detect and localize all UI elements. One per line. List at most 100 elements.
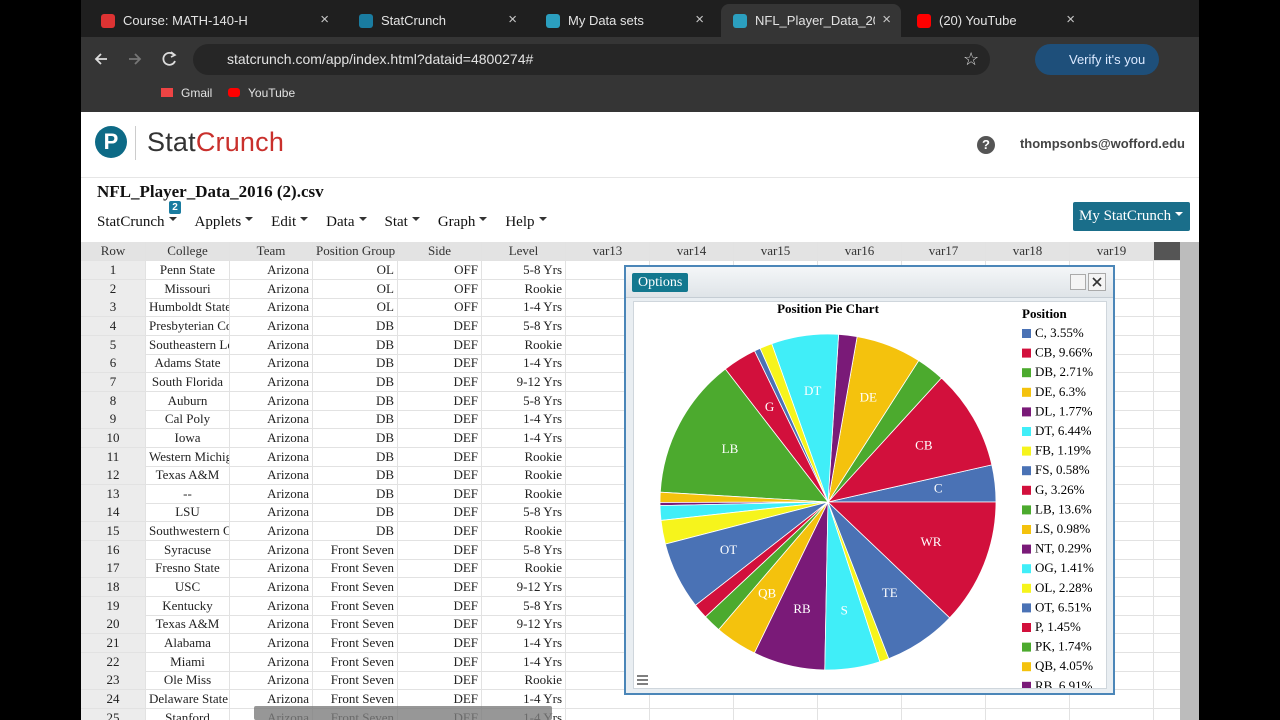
cell: Arizona [230,372,313,392]
column-header: var19 [1070,242,1154,261]
cell: Western Michig [146,447,230,467]
column-header: var18 [986,242,1070,261]
tab-close: × [695,11,704,28]
legend-swatch [1022,368,1031,378]
tab[interactable]: Course: MATH-140-H × [89,4,339,37]
cell: Presbyterian Co [146,316,230,336]
cell: Arizona [230,335,313,355]
tab[interactable]: StatCrunch × [347,4,527,37]
menu-bar: StatCrunch Applets Edit Data Stat Graph Help [97,214,547,231]
bookmark[interactable]: YouTube [228,86,295,100]
legend-label: DB, 2.71% [1035,364,1093,379]
pie-slice [826,501,997,619]
badge: 2 [169,201,181,214]
tab-title: NFL_Player_Data_201 [755,13,875,28]
menu[interactable]: Help [505,214,546,231]
cell: -- [146,484,230,504]
chart-panel: Position Pie Chart C CB DE DT G LB OT QB RB S TE WR… [633,301,1107,689]
legend-swatch [1022,583,1031,593]
column-header: var16 [818,242,902,261]
cell: Fresno State [146,559,230,579]
address-bar[interactable]: statcrunch.com/app/index.html?dataid=480… [193,44,990,75]
menu[interactable]: Graph [438,214,488,231]
tab-title: Course: MATH-140-H [123,13,248,28]
maximize-button[interactable] [1070,274,1086,290]
tab[interactable]: (20) YouTube × [905,4,1085,37]
tab-close: × [320,11,329,28]
column-header: Team [230,242,313,261]
slice-label: TE [882,585,898,600]
close-button[interactable] [1088,273,1106,291]
cell: Texas A&M [146,615,230,635]
cell: DB [313,522,398,542]
column-header: var15 [734,242,818,261]
menu[interactable]: StatCrunch [97,214,177,231]
verify-button[interactable]: Verify it's you [1035,44,1159,75]
menu[interactable]: Data [326,214,366,231]
legend-label: DL, 1.77% [1035,403,1093,418]
cell: DEF [398,354,482,374]
empty-cell [1154,522,1199,542]
cell: Front Seven [313,596,398,616]
legend-swatch [1022,329,1031,338]
row-number: 11 [81,447,146,467]
slice-label: WR [920,534,941,549]
bookmark[interactable]: Gmail [161,86,212,100]
row-number: 8 [81,391,146,411]
cell: 5-8 Yrs [482,261,566,280]
empty-cell [1154,466,1199,486]
cell: Humboldt State [146,298,230,318]
cell: 9-12 Yrs [482,578,566,598]
legend-label: OT, 6.51% [1035,599,1092,614]
options-button[interactable]: Options [632,273,689,292]
bookmark-star[interactable]: ☆ [963,49,980,69]
slice-label: CB [915,437,933,452]
menu[interactable]: Stat [385,214,420,231]
column-header: Side [398,242,482,261]
slice-label: LB [722,441,739,456]
user-email[interactable]: thompsonbs@wofford.edu [1019,136,1185,151]
cell: OFF [398,279,482,299]
row-number: 25 [81,708,146,720]
cell: Rookie [482,522,566,542]
row-number: 9 [81,410,146,430]
cell: DEF [398,615,482,635]
scrollbar[interactable] [254,706,552,720]
cell: Miami [146,652,230,672]
cell: DEF [398,410,482,430]
cell: DB [313,428,398,448]
cell: DB [313,410,398,430]
legend-label: DE, 6.3% [1035,384,1086,399]
cell: Front Seven [313,652,398,672]
nav-buttons[interactable] [81,37,191,82]
help-icon[interactable]: ? [977,136,995,154]
cell: OL [313,298,398,318]
cell: Arizona [230,261,313,280]
cell: DB [313,391,398,411]
scrollbar[interactable] [1180,242,1199,720]
statcrunch-app: P StatCrunch ? thompsonbs@wofford.edu NF… [81,112,1199,720]
tab-close: × [882,11,891,28]
legend-swatch [1022,623,1031,632]
row-number: 7 [81,372,146,392]
cell: 5-8 Yrs [482,391,566,411]
cell: DEF [398,391,482,411]
column-header: var13 [566,242,650,261]
menu[interactable]: Edit [271,214,308,231]
cell: Arizona [230,466,313,486]
cell: Cal Poly [146,410,230,430]
cell: DEF [398,335,482,355]
my-statcrunch-button[interactable]: My StatCrunch [1073,202,1190,231]
cell: DB [313,316,398,336]
empty-cell [1070,689,1154,709]
cell: Arizona [230,652,313,672]
tab[interactable]: NFL_Player_Data_201 × [721,4,901,37]
menu-icon[interactable] [637,675,648,685]
empty-cell [1154,317,1199,336]
menu[interactable]: Applets [195,214,254,231]
bookmark-label: YouTube [248,86,296,100]
cell: Auburn [146,391,230,411]
tab[interactable]: My Data sets × [534,4,714,37]
cell: Iowa [146,428,230,448]
pie-slice [659,368,829,503]
